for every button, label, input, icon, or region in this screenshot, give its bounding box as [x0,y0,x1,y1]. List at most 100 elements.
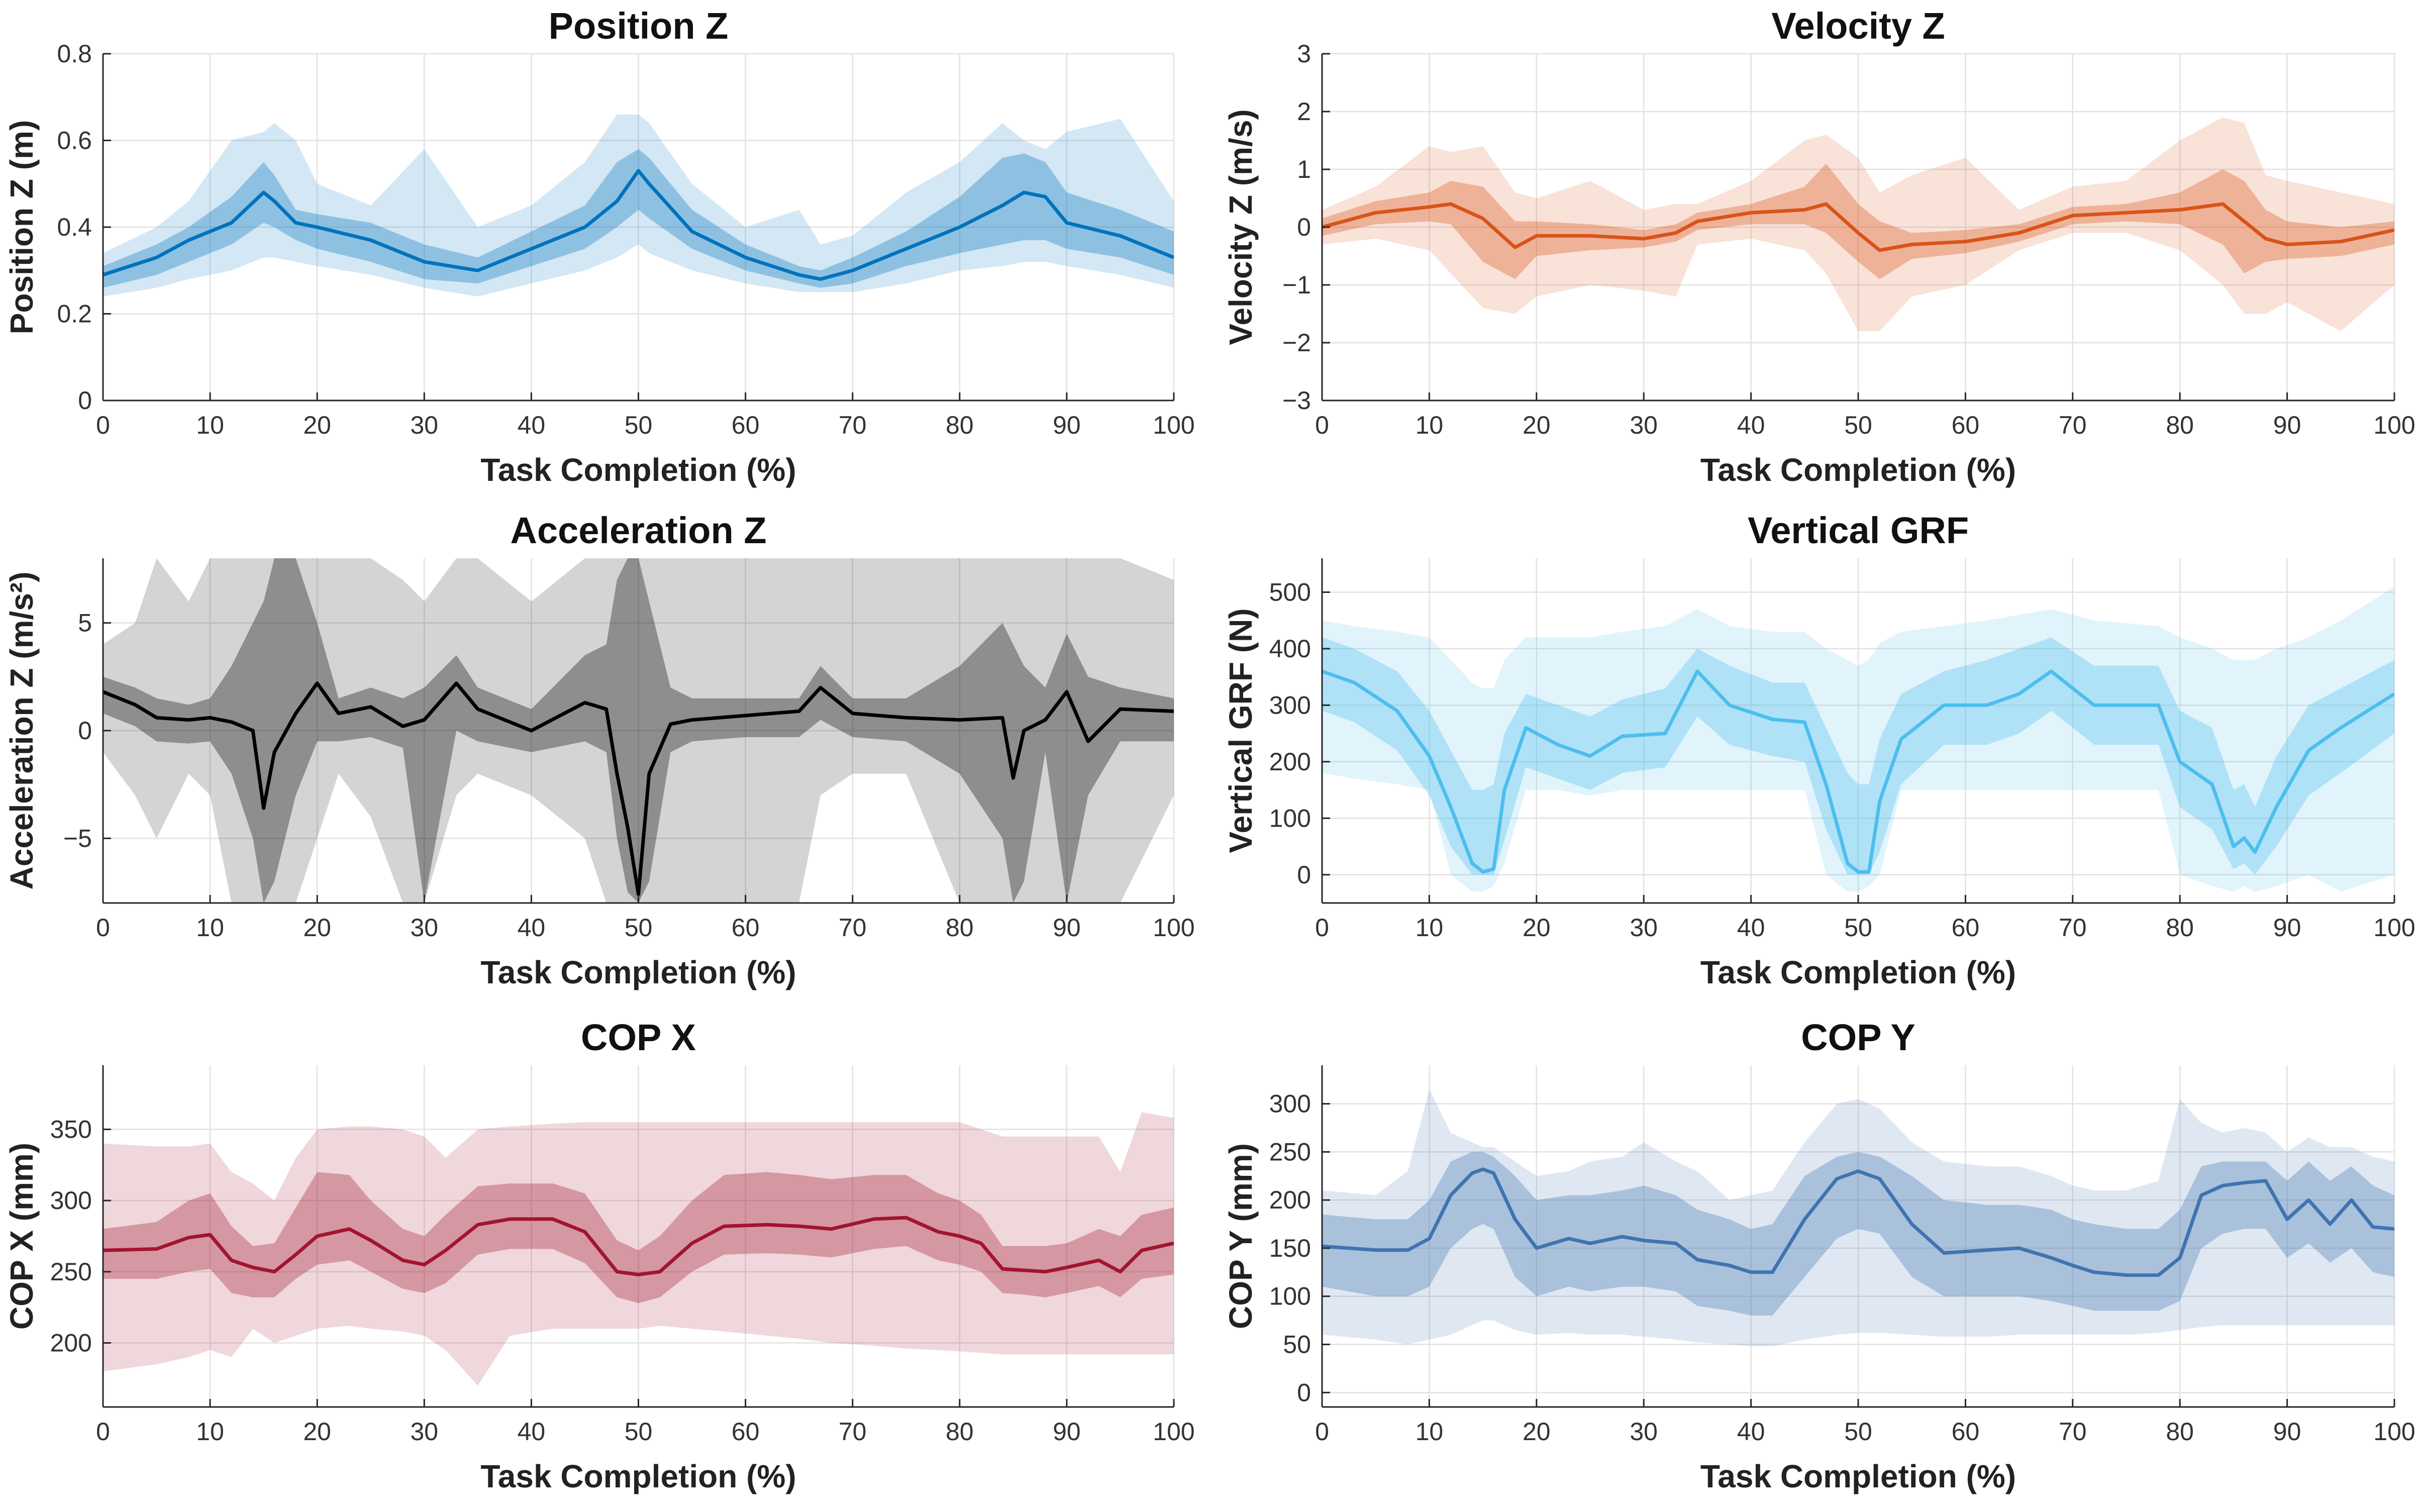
y-tick-label: 0 [1297,213,1311,241]
x-tick-label: 20 [1523,1418,1551,1446]
x-tick-label: 90 [2273,914,2301,942]
x-axis-label: Task Completion (%) [1700,954,2016,990]
y-tick-label: 500 [1269,578,1311,606]
x-tick-label: 30 [410,914,438,942]
inner-range-band [1322,163,2394,279]
x-tick-label: 60 [1952,914,1980,942]
x-tick-label: 20 [1523,914,1551,942]
x-axis-label: Task Completion (%) [480,954,796,990]
x-tick-label: 80 [946,1418,974,1446]
chart-title: COP Y [1801,1017,1915,1058]
y-tick-label: 200 [1269,1186,1311,1214]
y-tick-label: 400 [1269,635,1311,663]
y-axis-label: Velocity Z (m/s) [1223,109,1259,345]
x-tick-label: 20 [303,1418,331,1446]
x-tick-label: 90 [1053,411,1081,439]
outer-range-band [103,558,1174,903]
chart-panel-3: 0 10 20 30 40 50 60 70 80 90 100 0 100 200 300 400 500 Ve… [1223,510,2415,990]
y-tick-label: 250 [1269,1138,1311,1166]
chart-panel-0: 0 10 20 30 40 50 60 70 80 90 100 0 0.2 0.4 0.6 0.8 Posit… [4,5,1195,488]
x-tick-label: 20 [303,914,331,942]
x-tick-label: 60 [732,1418,760,1446]
x-tick-label: 70 [839,1418,867,1446]
y-tick-label: 50 [1283,1330,1311,1358]
mean-series-line [103,681,1174,896]
x-tick-label: 60 [732,411,760,439]
chart-panel-1: 0 10 20 30 40 50 60 70 80 90 100 −3 −2 −1 0 1 2 3 Velocity… [1223,5,2415,488]
x-tick-label: 90 [2273,1418,2301,1446]
y-tick-label: 200 [50,1329,92,1357]
y-tick-label: 0.2 [57,300,92,328]
inner-range-band [1322,637,2394,875]
x-tick-label: 30 [410,1418,438,1446]
x-tick-label: 50 [625,411,653,439]
y-tick-label: 1 [1297,155,1311,183]
x-tick-label: 60 [1952,1418,1980,1446]
inner-range-band [103,1172,1174,1303]
x-tick-label: 0 [96,914,110,942]
inner-range-band [103,149,1174,288]
mean-series-line [103,1216,1174,1276]
x-tick-label: 10 [1416,411,1444,439]
x-tick-label: 40 [1737,1418,1765,1446]
y-tick-label: 0.8 [57,40,92,68]
y-axis-label: Acceleration Z (m/s²) [4,571,40,889]
chart-title: Acceleration Z [511,510,767,551]
mean-series-line [1322,1167,2394,1277]
x-axis-label: Task Completion (%) [480,452,796,488]
x-tick-label: 70 [2059,411,2087,439]
mean-series-line [103,169,1174,281]
x-tick-label: 0 [1315,914,1329,942]
y-tick-label: 0 [78,717,92,745]
y-axis-label: COP X (mm) [4,1143,40,1330]
outer-range-band [1322,117,2394,331]
x-tick-label: 20 [1523,411,1551,439]
outer-range-band [103,114,1174,297]
x-tick-label: 90 [1053,1418,1081,1446]
x-tick-label: 30 [1630,1418,1658,1446]
x-tick-label: 100 [2373,411,2415,439]
y-tick-label: −1 [1282,271,1311,299]
x-tick-label: 30 [1630,411,1658,439]
x-tick-label: 40 [518,914,546,942]
x-tick-label: 80 [946,411,974,439]
x-axis-label: Task Completion (%) [480,1458,796,1494]
x-tick-label: 40 [518,411,546,439]
y-tick-label: 100 [1269,804,1311,832]
x-tick-label: 0 [96,1418,110,1446]
y-tick-label: 200 [1269,748,1311,776]
x-tick-label: 60 [1952,411,1980,439]
y-tick-label: 5 [78,609,92,637]
x-tick-label: 100 [1153,411,1194,439]
x-tick-label: 40 [1737,411,1765,439]
outer-range-band [1322,1089,2394,1347]
chart-title: Position Z [549,5,729,47]
x-tick-label: 50 [1844,1418,1872,1446]
y-tick-label: 250 [50,1258,92,1286]
x-tick-label: 100 [2373,914,2415,942]
x-tick-label: 100 [1153,914,1194,942]
x-tick-label: 0 [1315,411,1329,439]
y-axis-label: COP Y (mm) [1223,1143,1259,1329]
x-tick-label: 10 [1416,914,1444,942]
x-tick-label: 50 [625,914,653,942]
y-tick-label: 0.6 [57,127,92,155]
x-tick-label: 30 [1630,914,1658,942]
x-tick-label: 70 [2059,914,2087,942]
y-axis-label: Vertical GRF (N) [1223,608,1259,853]
x-tick-label: 80 [2166,914,2194,942]
x-tick-label: 50 [1844,411,1872,439]
y-tick-label: −2 [1282,329,1311,357]
y-tick-label: 0 [1297,1378,1311,1406]
x-tick-label: 50 [625,1418,653,1446]
x-tick-label: 10 [1416,1418,1444,1446]
y-tick-label: 300 [1269,691,1311,719]
x-tick-label: 70 [839,914,867,942]
chart-title: COP X [581,1017,696,1058]
x-tick-label: 80 [946,914,974,942]
x-tick-label: 20 [303,411,331,439]
x-tick-label: 90 [1053,914,1081,942]
x-tick-label: 40 [1737,914,1765,942]
chart-panel-4: 0 10 20 30 40 50 60 70 80 90 100 200 250 300 350 COP X T… [4,1017,1195,1494]
